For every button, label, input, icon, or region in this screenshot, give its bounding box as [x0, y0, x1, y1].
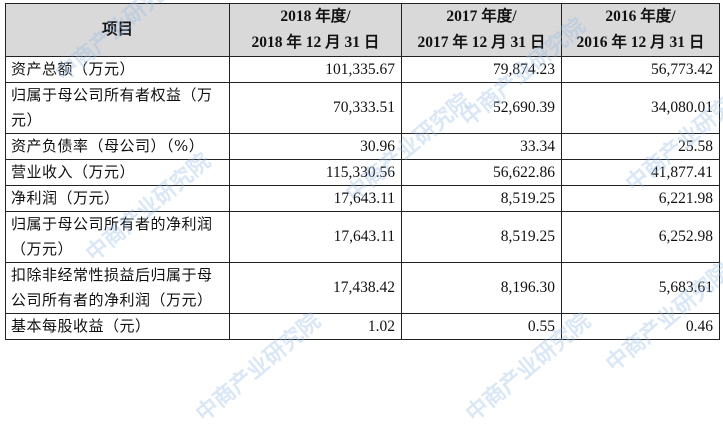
period-header-line1: 2017 年度/ [446, 8, 517, 25]
row-revenue: 营业收入（万元） 115,330.56 56,622.86 41,877.41 [5, 159, 720, 186]
row-total-assets: 资产总额（万元） 101,335.67 79,874.23 56,773.42 [5, 56, 720, 83]
value-2016: 34,080.01 [561, 82, 720, 134]
period-header-line2: 2016 年 12 月 31 日 [576, 34, 705, 51]
period-header-2016: 2016 年度/ 2016 年 12 月 31 日 [561, 3, 720, 57]
value-2016: 41,877.41 [561, 159, 720, 186]
row-parent-net-profit: 归属于母公司所有者的净利润（万元） 17,643.11 8,519.25 6,2… [5, 211, 720, 263]
row-label: 扣除非经常性损益后归属于母公司所有者的净利润（万元） [5, 262, 230, 314]
value-2017: 79,874.23 [401, 56, 562, 83]
value-2018: 1.02 [229, 313, 402, 340]
value-2017: 8,519.25 [401, 211, 562, 263]
period-header-line2: 2017 年 12 月 31 日 [417, 34, 546, 51]
value-2018: 101,335.67 [229, 56, 402, 83]
row-label: 净利润（万元） [5, 185, 230, 212]
value-2017: 52,690.39 [401, 82, 562, 134]
header-row: 项目 2018 年度/ 2018 年 12 月 31 日 2017 年度/ 20… [5, 3, 720, 57]
row-label: 基本每股收益（元） [5, 313, 230, 340]
value-2017: 56,622.86 [401, 159, 562, 186]
value-2016: 6,221.98 [561, 185, 720, 212]
value-2018: 115,330.56 [229, 159, 402, 186]
row-label: 资产总额（万元） [5, 56, 230, 83]
period-header-line1: 2016 年度/ [605, 8, 676, 25]
value-2017: 8,519.25 [401, 185, 562, 212]
period-header-line1: 2018 年度/ [280, 8, 351, 25]
period-header-2017: 2017 年度/ 2017 年 12 月 31 日 [401, 3, 562, 57]
row-label: 资产负债率（母公司）（%） [5, 133, 230, 160]
value-2016: 25.58 [561, 133, 720, 160]
row-eps: 基本每股收益（元） 1.02 0.55 0.46 [5, 313, 720, 340]
row-label: 归属于母公司所有者的净利润（万元） [5, 211, 230, 263]
row-adjusted-net-profit: 扣除非经常性损益后归属于母公司所有者的净利润（万元） 17,438.42 8,1… [5, 262, 720, 314]
value-2018: 17,438.42 [229, 262, 402, 314]
item-column-header: 项目 [5, 3, 230, 57]
row-label: 营业收入（万元） [5, 159, 230, 186]
period-header-2018: 2018 年度/ 2018 年 12 月 31 日 [229, 3, 402, 57]
value-2016: 5,683.61 [561, 262, 720, 314]
value-2016: 0.46 [561, 313, 720, 340]
financial-summary-table: 项目 2018 年度/ 2018 年 12 月 31 日 2017 年度/ 20… [5, 3, 720, 340]
value-2018: 30.96 [229, 133, 402, 160]
period-header-line2: 2018 年 12 月 31 日 [251, 34, 380, 51]
value-2016: 6,252.98 [561, 211, 720, 263]
value-2018: 17,643.11 [229, 211, 402, 263]
row-net-profit: 净利润（万元） 17,643.11 8,519.25 6,221.98 [5, 185, 720, 212]
value-2016: 56,773.42 [561, 56, 720, 83]
value-2017: 8,196.30 [401, 262, 562, 314]
value-2018: 17,643.11 [229, 185, 402, 212]
row-parent-equity: 归属于母公司所有者权益（万元） 70,333.51 52,690.39 34,0… [5, 82, 720, 134]
row-label: 归属于母公司所有者权益（万元） [5, 82, 230, 134]
row-debt-ratio: 资产负债率（母公司）（%） 30.96 33.34 25.58 [5, 133, 720, 160]
value-2018: 70,333.51 [229, 82, 402, 134]
value-2017: 0.55 [401, 313, 562, 340]
value-2017: 33.34 [401, 133, 562, 160]
